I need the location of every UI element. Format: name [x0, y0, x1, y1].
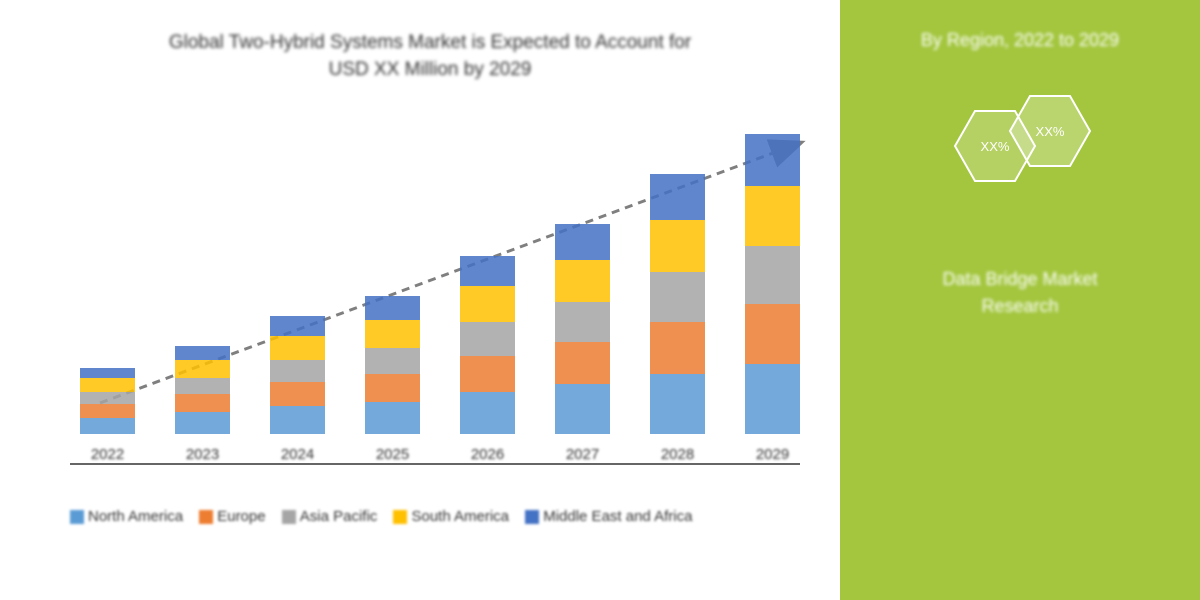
bar-segment-na — [650, 374, 705, 434]
bar-stack — [650, 174, 705, 434]
bar-segment-eu — [365, 374, 420, 402]
bar-stack — [270, 316, 325, 434]
legend-swatch-sa — [393, 510, 407, 524]
legend-item-eu: Europe — [199, 508, 265, 525]
legend-item-na: North America — [70, 508, 183, 525]
title-line-2: USD XX Million by 2029 — [329, 59, 532, 80]
bar-stack — [175, 346, 230, 434]
bar-column: 2026 — [460, 256, 515, 463]
legend-item-mea: Middle East and Africa — [525, 508, 692, 525]
chart-title: Global Two-Hybrid Systems Market is Expe… — [40, 30, 820, 83]
bar-segment-ap — [80, 392, 135, 404]
side-panel-title: By Region, 2022 to 2029 — [921, 30, 1119, 51]
bar-column: 2025 — [365, 296, 420, 463]
hexagon-cluster-icon: XX% XX% — [930, 91, 1110, 236]
bar-segment-mea — [650, 174, 705, 220]
bar-stack — [460, 256, 515, 434]
bar-segment-sa — [80, 378, 135, 392]
bar-segment-mea — [175, 346, 230, 360]
side-panel: By Region, 2022 to 2029 XX% XX% Data Bri… — [840, 0, 1200, 600]
bar-segment-na — [365, 402, 420, 434]
bar-segment-ap — [270, 360, 325, 382]
legend-item-sa: South America — [393, 508, 509, 525]
legend-swatch-eu — [199, 510, 213, 524]
bar-segment-ap — [460, 322, 515, 356]
bar-segment-ap — [175, 378, 230, 394]
bar-column: 2028 — [650, 174, 705, 463]
legend-label-eu: Europe — [217, 508, 265, 525]
bar-category-label: 2023 — [186, 446, 219, 463]
legend-item-ap: Asia Pacific — [282, 508, 378, 525]
bar-category-label: 2027 — [566, 446, 599, 463]
title-line-1: Global Two-Hybrid Systems Market is Expe… — [169, 32, 691, 53]
chart-area: Global Two-Hybrid Systems Market is Expe… — [0, 0, 840, 600]
side-caption-line1: Data Bridge Market — [942, 269, 1097, 289]
bar-column: 2024 — [270, 316, 325, 463]
bar-category-label: 2026 — [471, 446, 504, 463]
bar-segment-eu — [650, 322, 705, 374]
bar-segment-ap — [745, 246, 800, 304]
bar-category-label: 2024 — [281, 446, 314, 463]
bar-segment-sa — [555, 260, 610, 302]
legend-label-sa: South America — [411, 508, 509, 525]
bar-stack — [80, 368, 135, 434]
bar-segment-eu — [745, 304, 800, 364]
bar-column: 2022 — [80, 368, 135, 463]
bar-segment-sa — [270, 336, 325, 360]
bar-segment-eu — [270, 382, 325, 406]
bar-segment-mea — [460, 256, 515, 286]
bar-stack — [555, 224, 610, 434]
hex-label-1: XX% — [981, 139, 1010, 154]
chart-container: 2022 2023 2024 2025 2026 2027 2028 2029 — [70, 123, 820, 503]
bar-segment-na — [175, 412, 230, 434]
bar-segment-eu — [80, 404, 135, 418]
bar-column: 2023 — [175, 346, 230, 463]
bar-segment-eu — [460, 356, 515, 392]
bar-segment-mea — [270, 316, 325, 336]
bar-category-label: 2029 — [756, 446, 789, 463]
legend-label-na: North America — [88, 508, 183, 525]
side-caption: Data Bridge Market Research — [942, 266, 1097, 320]
side-caption-line2: Research — [981, 296, 1058, 316]
main-layout: Global Two-Hybrid Systems Market is Expe… — [0, 0, 1200, 600]
bar-segment-mea — [555, 224, 610, 260]
bar-category-label: 2025 — [376, 446, 409, 463]
bar-category-label: 2022 — [91, 446, 124, 463]
bar-column: 2029 — [745, 134, 800, 463]
bar-segment-na — [270, 406, 325, 434]
bar-segment-eu — [175, 394, 230, 412]
legend-swatch-na — [70, 510, 84, 524]
bar-segment-na — [80, 418, 135, 434]
legend: North America Europe Asia Pacific South … — [70, 508, 820, 525]
bars-area: 2022 2023 2024 2025 2026 2027 2028 2029 — [70, 123, 820, 463]
bar-segment-ap — [365, 348, 420, 374]
bar-segment-eu — [555, 342, 610, 384]
legend-label-ap: Asia Pacific — [300, 508, 378, 525]
bar-segment-na — [460, 392, 515, 434]
x-axis-line — [70, 463, 800, 465]
bar-category-label: 2028 — [661, 446, 694, 463]
bar-segment-na — [555, 384, 610, 434]
bar-stack — [745, 134, 800, 434]
bar-segment-mea — [745, 134, 800, 186]
bar-segment-na — [745, 364, 800, 434]
bar-segment-sa — [650, 220, 705, 272]
bar-segment-sa — [175, 360, 230, 378]
bar-segment-ap — [650, 272, 705, 322]
bar-segment-mea — [365, 296, 420, 320]
bar-segment-ap — [555, 302, 610, 342]
bar-segment-sa — [460, 286, 515, 322]
bar-column: 2027 — [555, 224, 610, 463]
legend-swatch-mea — [525, 510, 539, 524]
bar-segment-mea — [80, 368, 135, 378]
hex-label-2: XX% — [1036, 124, 1065, 139]
bar-segment-sa — [365, 320, 420, 348]
legend-swatch-ap — [282, 510, 296, 524]
bar-stack — [365, 296, 420, 434]
legend-label-mea: Middle East and Africa — [543, 508, 692, 525]
bar-segment-sa — [745, 186, 800, 246]
